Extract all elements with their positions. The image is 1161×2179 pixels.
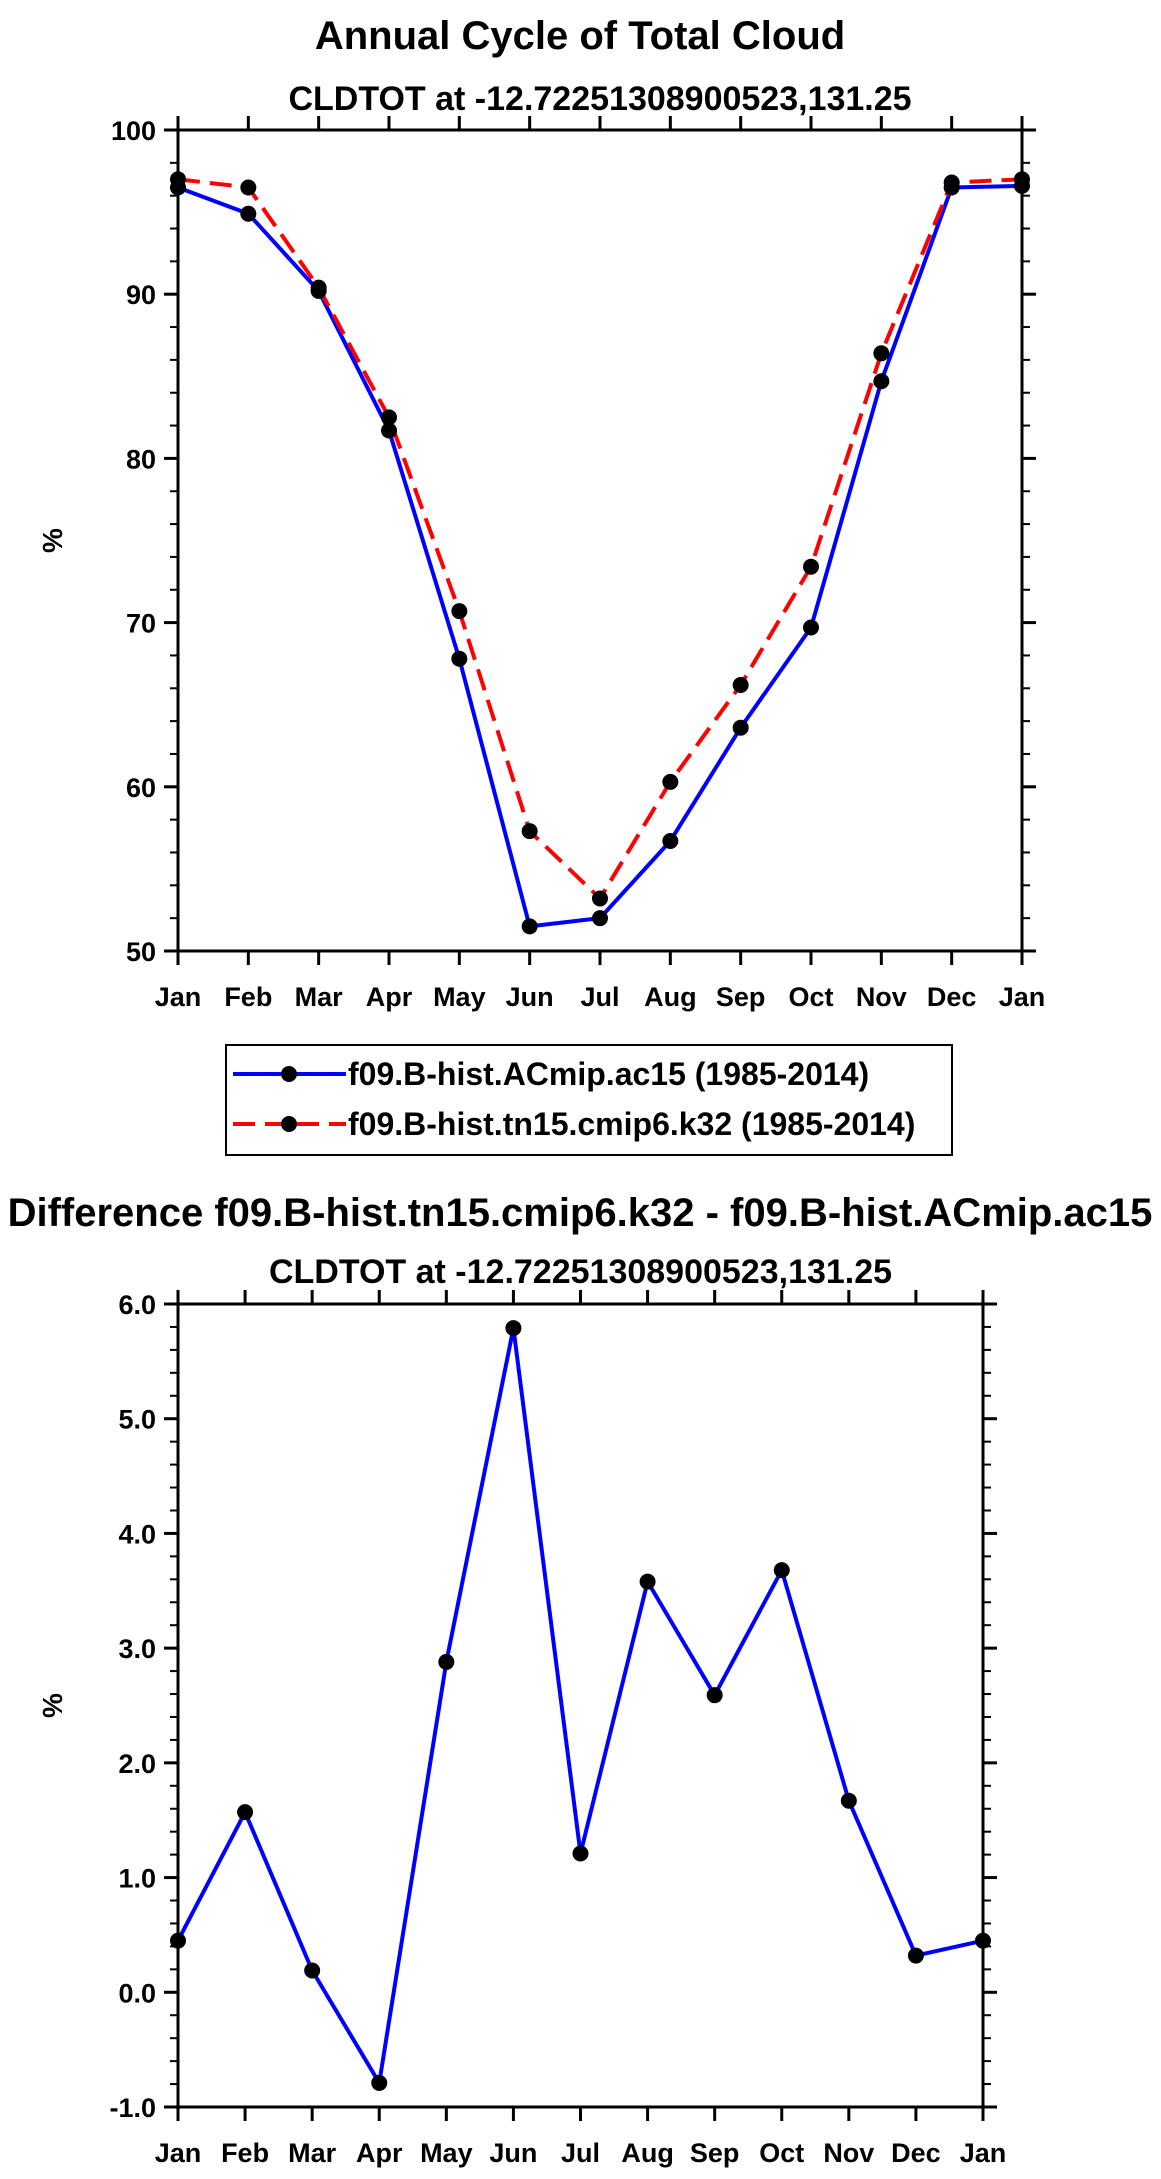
c1-series-2-point	[943, 174, 960, 191]
c1-x-tick-label: Feb	[224, 982, 272, 1012]
c1-series-1-point	[521, 918, 538, 935]
c2-y-tick-label: 1.0	[118, 1864, 156, 1894]
c1-series-1-point	[803, 619, 819, 636]
c1-y-tick-label: 80	[126, 444, 156, 474]
c1-series-2-point	[873, 345, 890, 362]
c1-y-tick-label: 100	[111, 116, 156, 146]
c1-series-1-point	[381, 422, 397, 439]
c2-x-tick-label: May	[420, 2138, 473, 2168]
c1-series-2-point	[240, 179, 257, 196]
c1-series-2-point	[732, 676, 749, 693]
c1-series-2-point	[310, 279, 327, 296]
c1-series-2-point	[592, 890, 608, 907]
c2-plot-frame	[176, 1302, 985, 2109]
c2-series-1-point	[773, 1562, 790, 1579]
c1-legend-box	[225, 1044, 953, 1156]
c2-y-axis-label: %	[37, 1693, 68, 1718]
c1-series-1-point	[873, 373, 890, 390]
c2-series-1-point	[304, 1962, 321, 1979]
c2-y-tick-label: -1.0	[109, 2093, 156, 2123]
c2-x-tick-label: Jan	[960, 2138, 1007, 2168]
c1-x-tick-label: Apr	[366, 982, 413, 1012]
c2-subtitle: CLDTOT at -12.72251308900523,131.25	[269, 1253, 892, 1291]
c2-y-tick-label: 4.0	[118, 1519, 156, 1549]
c1-series-1-point	[451, 650, 468, 667]
c2-series-1-point	[505, 1320, 522, 1337]
c1-series-2-point	[170, 171, 186, 188]
c2-y-tick-label: 6.0	[118, 1290, 156, 1320]
c1-y-tick-label: 70	[126, 609, 156, 639]
c2-y-tick-label: 0.0	[118, 1978, 156, 2008]
c1-series-1-point	[732, 719, 749, 736]
c2-x-tick-label: Sep	[690, 2138, 740, 2168]
c1-x-tick-label: Jul	[580, 982, 619, 1012]
c2-series-1-point	[975, 1932, 991, 1949]
c2-series-1-point	[639, 1573, 656, 1590]
c2-x-tick-label: Dec	[891, 2138, 941, 2168]
c1-series-2-point	[1014, 171, 1030, 188]
c1-plot-frame	[176, 128, 1024, 953]
c1-series-2-point	[662, 773, 679, 790]
c1-x-tick-label: Sep	[716, 982, 766, 1012]
c1-series-2-point	[451, 603, 468, 620]
c1-series-2-point	[803, 558, 819, 575]
c2-y-tick-label: 2.0	[118, 1749, 156, 1779]
c2-series-1-point	[237, 1804, 254, 1821]
c1-x-tick-label: Jun	[506, 982, 554, 1012]
c2-series-1-point	[170, 1932, 186, 1949]
c2-series-1-point	[371, 2074, 388, 2091]
c1-y-tick-label: 60	[126, 773, 156, 803]
c1-x-tick-label: Dec	[927, 982, 977, 1012]
c1-subtitle: CLDTOT at -12.72251308900523,131.25	[288, 80, 911, 118]
c1-x-tick-label: Mar	[295, 982, 344, 1012]
c2-x-tick-label: Nov	[823, 2138, 874, 2168]
c2-x-tick-label: Apr	[356, 2138, 403, 2168]
c1-y-axis-label: %	[37, 528, 68, 553]
c2-title: Difference f09.B-hist.tn15.cmip6.k32 - f…	[8, 1191, 1153, 1235]
c2-x-tick-label: Aug	[621, 2138, 673, 2168]
c1-series-1-point	[240, 205, 257, 222]
c1-legend-label-2: f09.B-hist.tn15.cmip6.k32 (1985-2014)	[348, 1106, 915, 1142]
c1-x-tick-label: Aug	[644, 982, 696, 1012]
c1-series-1-point	[592, 910, 608, 927]
c1-legend-marker-2	[281, 1116, 297, 1132]
c1-y-tick-label: 50	[126, 937, 156, 967]
c2-x-tick-label: Feb	[221, 2138, 269, 2168]
c2-series-1-point	[438, 1653, 455, 1670]
c1-x-tick-label: Jan	[999, 982, 1046, 1012]
c1-title: Annual Cycle of Total Cloud	[315, 14, 845, 58]
c1-legend-marker-1	[281, 1066, 297, 1082]
c1-y-tick-label: 90	[126, 280, 156, 310]
c2-x-tick-label: Mar	[288, 2138, 337, 2168]
c1-series-1-line	[177, 183, 1023, 929]
c1-x-tick-label: Oct	[788, 982, 833, 1012]
c1-x-tick-label: May	[433, 982, 486, 1012]
c1-x-tick-label: Jan	[155, 982, 202, 1012]
c2-series-1-point	[840, 1792, 857, 1809]
c2-y-tick-label: 3.0	[118, 1634, 156, 1664]
c1-x-tick-label: Nov	[856, 982, 907, 1012]
c2-series-1-line	[176, 1326, 984, 2085]
c1-series-2-point	[521, 823, 538, 840]
c1-series-1-point	[662, 832, 679, 849]
c2-series-1-point	[572, 1845, 589, 1862]
c2-x-tick-label: Oct	[759, 2138, 804, 2168]
c2-y-tick-label: 5.0	[118, 1405, 156, 1435]
c2-series-1-point	[706, 1687, 723, 1704]
c2-x-tick-label: Jun	[489, 2138, 537, 2168]
c1-series-2-line	[177, 177, 1023, 901]
c2-series-1-point	[907, 1947, 924, 1964]
c2-x-tick-label: Jul	[561, 2138, 600, 2168]
c1-legend-label-1: f09.B-hist.ACmip.ac15 (1985-2014)	[348, 1056, 869, 1092]
c2-x-tick-label: Jan	[155, 2138, 202, 2168]
c1-series-2-point	[381, 409, 397, 426]
